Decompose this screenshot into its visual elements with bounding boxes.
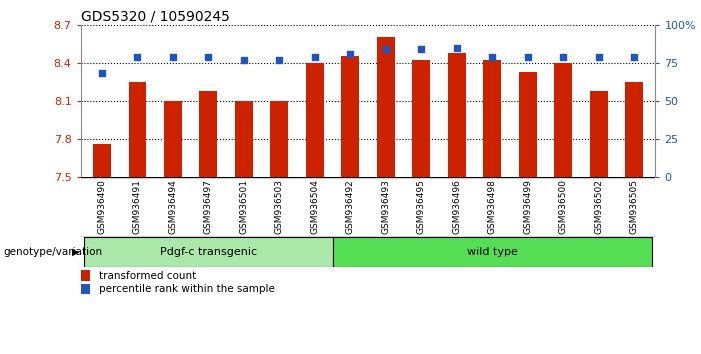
Text: GSM936499: GSM936499 — [523, 179, 532, 234]
Point — [203, 54, 214, 59]
Text: GSM936493: GSM936493 — [381, 179, 390, 234]
Bar — [200, 91, 217, 177]
Bar — [81, 270, 90, 281]
Bar — [519, 72, 536, 177]
Text: GDS5320 / 10590245: GDS5320 / 10590245 — [81, 10, 229, 24]
Text: transformed count: transformed count — [100, 271, 196, 281]
Text: GSM936495: GSM936495 — [417, 179, 426, 234]
Bar — [625, 82, 643, 177]
Bar — [554, 63, 572, 177]
Bar — [590, 91, 608, 177]
Text: GSM936491: GSM936491 — [133, 179, 142, 234]
Text: GSM936490: GSM936490 — [97, 179, 107, 234]
Bar — [484, 60, 501, 177]
Bar — [448, 53, 465, 177]
Text: GSM936500: GSM936500 — [559, 179, 568, 234]
Text: wild type: wild type — [467, 247, 517, 257]
Bar — [93, 144, 111, 177]
Point — [132, 54, 143, 59]
Point — [416, 46, 427, 52]
Bar — [332, 237, 652, 267]
Text: percentile rank within the sample: percentile rank within the sample — [100, 284, 275, 294]
Text: ▶: ▶ — [72, 247, 79, 257]
Point — [309, 54, 320, 59]
Point — [345, 51, 356, 57]
Bar — [412, 60, 430, 177]
Text: GSM936498: GSM936498 — [488, 179, 497, 234]
Bar — [84, 237, 332, 267]
Point — [168, 54, 179, 59]
Text: GSM936492: GSM936492 — [346, 179, 355, 234]
Text: GSM936496: GSM936496 — [452, 179, 461, 234]
Point — [451, 45, 463, 50]
Bar — [271, 101, 288, 177]
Bar — [306, 63, 324, 177]
Text: GSM936494: GSM936494 — [168, 179, 177, 234]
Text: GSM936503: GSM936503 — [275, 179, 284, 234]
Text: GSM936497: GSM936497 — [204, 179, 213, 234]
Text: GSM936502: GSM936502 — [594, 179, 603, 234]
Bar — [81, 284, 90, 295]
Bar — [164, 101, 182, 177]
Point — [273, 57, 285, 63]
Point — [593, 54, 604, 59]
Point — [380, 46, 391, 52]
Point — [629, 54, 640, 59]
Bar — [235, 101, 252, 177]
Text: genotype/variation: genotype/variation — [4, 247, 102, 257]
Bar — [341, 57, 359, 177]
Bar — [128, 82, 147, 177]
Point — [557, 54, 569, 59]
Point — [486, 54, 498, 59]
Text: GSM936501: GSM936501 — [239, 179, 248, 234]
Point — [96, 71, 107, 76]
Bar — [377, 38, 395, 177]
Point — [238, 57, 250, 63]
Text: Pdgf-c transgenic: Pdgf-c transgenic — [160, 247, 257, 257]
Text: GSM936505: GSM936505 — [629, 179, 639, 234]
Text: GSM936504: GSM936504 — [311, 179, 319, 234]
Point — [522, 54, 533, 59]
